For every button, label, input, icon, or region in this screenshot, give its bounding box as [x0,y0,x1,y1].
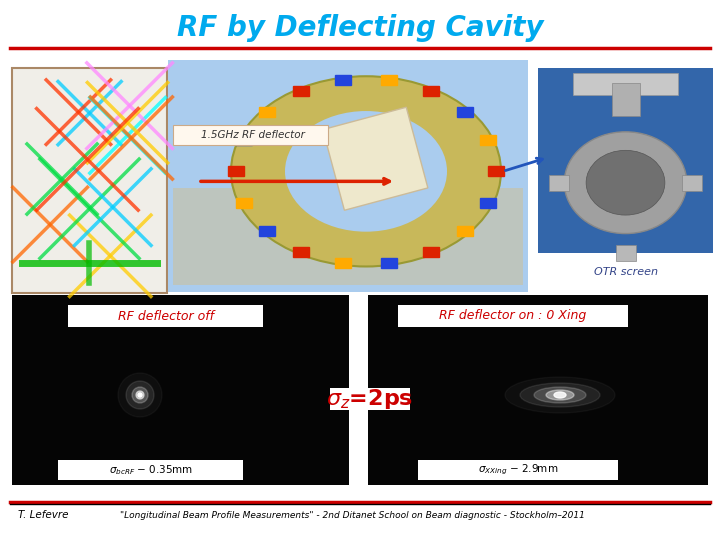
Text: "Longitudinal Beam Profile Measurements" - 2nd Ditanet School on Beam diagnostic: "Longitudinal Beam Profile Measurements"… [120,510,585,519]
Text: 1.5GHz RF deflector: 1.5GHz RF deflector [201,130,305,140]
Bar [12,68,167,293]
Bar [368,295,708,485]
Ellipse shape [231,76,501,266]
Bar [336,75,351,85]
Ellipse shape [564,132,687,234]
Bar [480,134,496,145]
Bar [258,226,275,236]
Bar [173,125,328,145]
Text: OTR screen: OTR screen [593,267,657,277]
Bar [682,175,702,191]
Bar [293,86,309,96]
Bar [573,73,678,95]
Text: $\sigma_z$=2ps: $\sigma_z$=2ps [326,387,413,411]
Bar [398,305,628,327]
Text: $\sigma_{XXing}$ $-$ 2.9mm: $\sigma_{XXing}$ $-$ 2.9mm [478,463,558,477]
Bar [58,460,243,480]
Ellipse shape [285,111,447,232]
Ellipse shape [126,381,154,409]
Bar [616,245,636,261]
Text: RF deflector on : 0 Xing: RF deflector on : 0 Xing [439,309,587,322]
Ellipse shape [136,391,144,399]
Ellipse shape [534,387,586,403]
Bar [380,75,397,85]
Bar [538,68,713,253]
Bar [293,247,309,256]
Text: T. Lefevre: T. Lefevre [18,510,68,520]
Bar [380,258,397,268]
Bar [323,107,428,210]
Bar [418,460,618,480]
Bar [168,60,528,292]
Text: $\sigma_{bcRF}$ $-$ 0.35mm: $\sigma_{bcRF}$ $-$ 0.35mm [109,463,192,477]
Ellipse shape [554,392,566,398]
Ellipse shape [586,150,665,215]
Ellipse shape [132,387,148,403]
Bar [611,83,639,116]
Bar [480,198,496,208]
Bar [423,86,438,96]
Bar [423,247,438,256]
Ellipse shape [138,393,142,397]
Bar [457,226,473,236]
Bar [236,134,252,145]
FancyBboxPatch shape [173,187,523,285]
Bar [336,258,351,268]
Bar [12,295,349,485]
Bar [487,166,503,177]
Text: RF by Deflecting Cavity: RF by Deflecting Cavity [176,14,544,42]
Bar [258,107,275,117]
Bar [549,175,569,191]
Bar [228,166,244,177]
Ellipse shape [520,383,600,407]
Ellipse shape [546,390,574,400]
Bar [68,305,263,327]
Text: RF deflector off: RF deflector off [117,309,214,322]
Bar [236,198,252,208]
Bar [330,388,410,410]
Bar [457,107,473,117]
